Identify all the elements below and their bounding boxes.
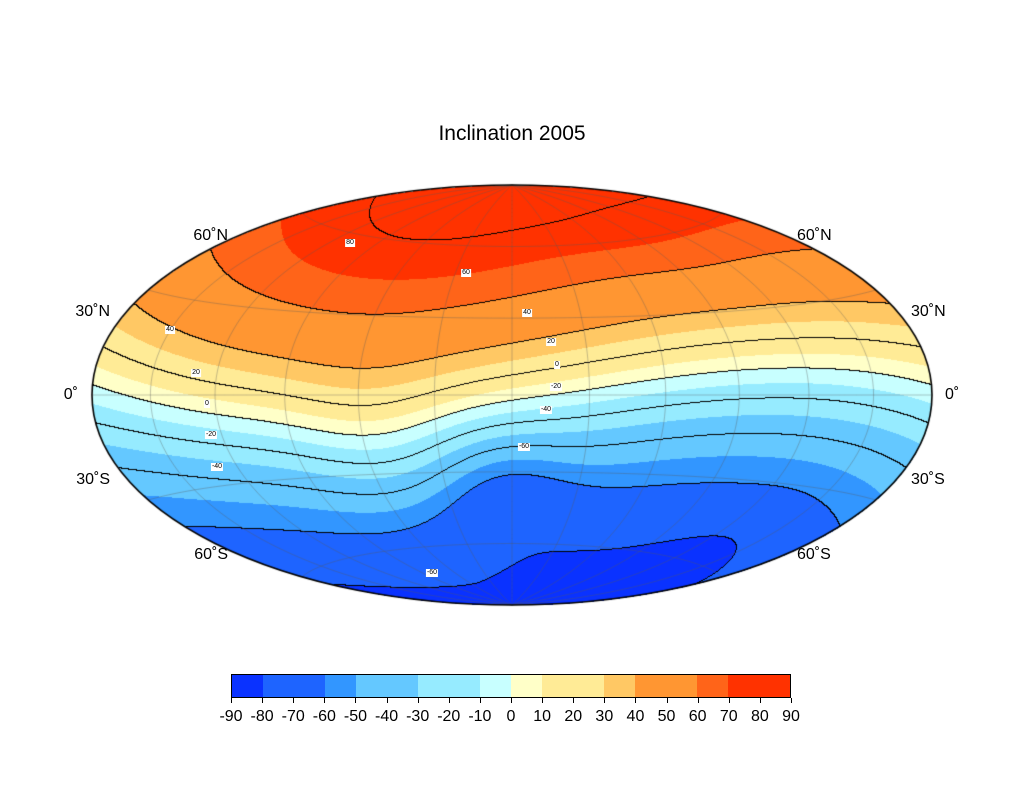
lat-label-30n-left: 30˚N (75, 303, 110, 320)
lat-label-60n-right: 60˚N (797, 227, 832, 244)
colorbar-bin (573, 675, 604, 697)
colorbar-tick-label: -60 (312, 708, 336, 725)
colorbar (231, 674, 791, 698)
colorbar-tick (573, 698, 575, 703)
colorbar-tick (417, 698, 419, 703)
lat-label-30s-right: 30˚S (911, 471, 945, 488)
colorbar-tick-label: 20 (564, 708, 583, 725)
colorbar-bin (728, 675, 759, 697)
lat-label-60s-left: 60˚S (194, 546, 228, 563)
colorbar-tick (728, 698, 730, 703)
colorbar-tick (448, 698, 450, 703)
colorbar-bin (666, 675, 697, 697)
inclination-map (90, 183, 934, 607)
colorbar-tick-label: -80 (250, 708, 274, 725)
colorbar-tick-label: -10 (468, 708, 492, 725)
colorbar-tick-label: -40 (374, 708, 399, 725)
colorbar-bin (635, 675, 666, 697)
colorbar-tick-label: 10 (533, 708, 552, 725)
colorbar-bin (759, 675, 790, 697)
contour-label: 0 (554, 361, 560, 369)
colorbar-tick-label: 40 (626, 708, 645, 725)
colorbar-tick (759, 698, 761, 703)
colorbar-tick-label: 60 (688, 708, 707, 725)
colorbar-tick (355, 698, 357, 703)
contour-label: 40 (165, 326, 175, 334)
contour-label: -60 (425, 569, 439, 577)
colorbar-bin (449, 675, 480, 697)
colorbar-tick (293, 698, 295, 703)
colorbar-tick-label: 70 (719, 708, 738, 725)
colorbar-bin (697, 675, 728, 697)
colorbar-tick (231, 698, 232, 703)
lat-label-60n-left: 60˚N (193, 227, 228, 244)
contour-label: 80 (345, 239, 355, 247)
contour-label: -20 (204, 431, 218, 439)
contour-label: 20 (546, 338, 556, 346)
contour-label: -20 (549, 383, 563, 391)
contour-label: -40 (210, 463, 224, 471)
colorbar-bin (480, 675, 511, 697)
contour-label: 20 (191, 369, 201, 377)
colorbar-bin (325, 675, 356, 697)
colorbar-tick (604, 698, 606, 703)
colorbar-tick (386, 698, 388, 703)
colorbar-tick-label: -90 (219, 708, 243, 725)
colorbar-tick (791, 698, 792, 703)
colorbar-bin (387, 675, 418, 697)
colorbar-bin (294, 675, 325, 697)
colorbar-tick (262, 698, 264, 703)
contour-label: 40 (522, 309, 532, 317)
chart-title: Inclination 2005 (438, 122, 586, 145)
colorbar-bin (604, 675, 635, 697)
colorbar-bin (418, 675, 449, 697)
contour-label: -60 (517, 443, 531, 451)
lat-label-30s-left: 30˚S (76, 471, 110, 488)
colorbar-tick-label: 0 (506, 708, 516, 725)
colorbar-bin (356, 675, 387, 697)
colorbar-tick-label: -70 (281, 708, 305, 725)
colorbar-tick-label: 50 (657, 708, 676, 725)
colorbar-tick (479, 698, 481, 703)
colorbar-tick (697, 698, 699, 703)
colorbar-tick-label: 80 (750, 708, 769, 725)
colorbar-tick (324, 698, 326, 703)
colorbar-tick-label: 30 (595, 708, 614, 725)
colorbar-tick (635, 698, 637, 703)
colorbar-bin (263, 675, 294, 697)
colorbar-tick-label: 90 (782, 708, 800, 725)
colorbar-bin (232, 675, 263, 697)
colorbar-tick-label: -50 (343, 708, 367, 725)
colorbar-tick (511, 698, 512, 703)
colorbar-bin (511, 675, 542, 697)
lat-label-0-left: 0˚ (63, 386, 78, 403)
colorbar-tick-label: -30 (406, 708, 430, 725)
lat-label-60s-right: 60˚S (797, 546, 831, 563)
colorbar-tick (666, 698, 668, 703)
lat-label-0-right: 0˚ (945, 386, 960, 403)
colorbar-tick (542, 698, 544, 703)
lat-label-30n-right: 30˚N (911, 303, 946, 320)
contour-label: -40 (539, 406, 553, 414)
contour-label: 0 (204, 400, 210, 408)
contour-label: 60 (461, 269, 471, 277)
colorbar-bin (542, 675, 573, 697)
colorbar-tick-label: -20 (437, 708, 461, 725)
